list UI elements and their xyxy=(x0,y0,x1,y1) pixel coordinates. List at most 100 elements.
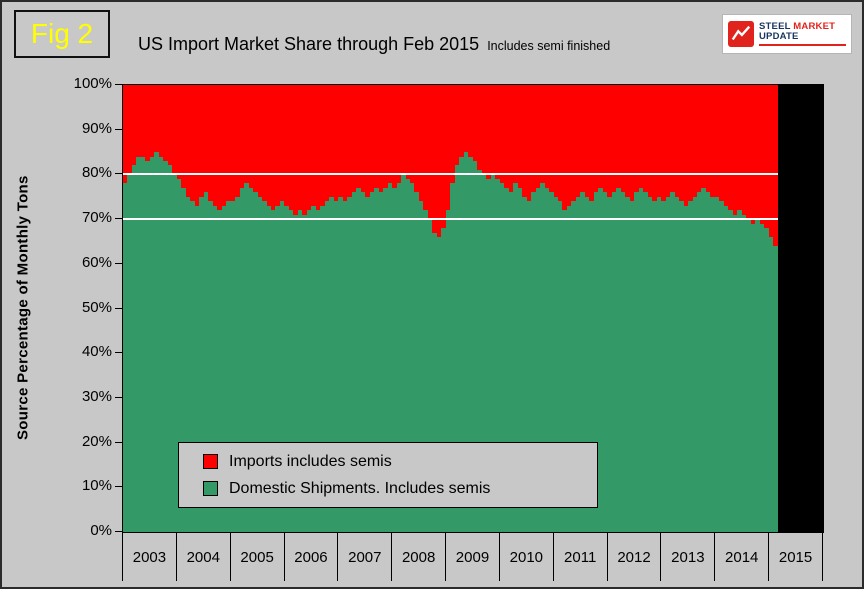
bar-month xyxy=(764,85,769,532)
y-tick-mark xyxy=(115,441,122,443)
imports-segment xyxy=(418,85,424,202)
domestic-segment xyxy=(324,201,330,532)
bar-month xyxy=(383,85,388,532)
domestic-segment xyxy=(378,192,384,532)
imports-segment xyxy=(405,85,410,179)
imports-segment xyxy=(553,85,558,197)
y-tick-mark xyxy=(115,307,122,309)
bar-month xyxy=(338,85,343,532)
domestic-segment xyxy=(356,187,361,532)
domestic-segment xyxy=(580,192,585,532)
bar-month xyxy=(531,85,536,532)
domestic-segment xyxy=(221,205,227,532)
domestic-segment xyxy=(759,223,765,532)
y-tick-label: 50% xyxy=(81,298,112,316)
domestic-segment xyxy=(692,196,697,532)
smu-logo-underline xyxy=(759,44,846,47)
domestic-segment xyxy=(149,156,155,532)
bar-month xyxy=(513,85,518,532)
imports-segment xyxy=(181,85,186,188)
imports-segment xyxy=(185,85,191,197)
imports-segment xyxy=(131,85,137,166)
bar-month xyxy=(661,85,666,532)
imports-segment xyxy=(275,85,280,206)
domestic-segment xyxy=(674,196,680,532)
domestic-segment xyxy=(338,196,343,532)
imports-segment xyxy=(566,85,572,206)
bar-month xyxy=(145,85,150,532)
imports-segment xyxy=(732,85,738,215)
domestic-segment xyxy=(123,183,128,532)
domestic-segment xyxy=(436,236,442,532)
figure-label: Fig 2 xyxy=(14,10,110,58)
bar-month xyxy=(526,85,532,532)
domestic-segment xyxy=(293,214,298,532)
y-axis-title: Source Percentage of Monthly Tons xyxy=(14,175,32,440)
bar-month xyxy=(356,85,361,532)
imports-segment xyxy=(136,85,141,157)
domestic-segment xyxy=(697,192,702,532)
bar-month xyxy=(665,85,671,532)
imports-segment xyxy=(665,85,671,197)
bar-month xyxy=(387,85,393,532)
domestic-segment xyxy=(199,196,204,532)
domestic-segment xyxy=(656,196,662,532)
imports-segment xyxy=(647,85,653,197)
bar-month xyxy=(571,85,576,532)
bar-month xyxy=(562,85,567,532)
imports-segment xyxy=(728,85,733,211)
domestic-segment xyxy=(679,201,684,532)
bar-month xyxy=(602,85,608,532)
bar-month xyxy=(566,85,572,532)
imports-segment xyxy=(768,85,774,237)
imports-segment xyxy=(441,85,446,229)
imports-segment xyxy=(320,85,325,206)
imports-segment xyxy=(526,85,532,202)
domestic-segment xyxy=(383,187,388,532)
bar-month xyxy=(647,85,653,532)
smu-logo-word-market: MARKET xyxy=(793,20,836,32)
bar-month xyxy=(279,85,285,532)
domestic-segment xyxy=(302,214,307,532)
imports-segment xyxy=(302,85,307,215)
bar-month xyxy=(719,85,724,532)
bar-month xyxy=(423,85,428,532)
bar-month xyxy=(652,85,657,532)
smu-logo-word-update: UPDATE xyxy=(759,31,799,42)
imports-segment xyxy=(584,85,590,197)
domestic-segment xyxy=(629,201,635,532)
domestic-segment xyxy=(405,178,410,532)
bar-month xyxy=(432,85,437,532)
bar-month xyxy=(235,85,240,532)
imports-segment xyxy=(643,85,648,193)
imports-segment xyxy=(674,85,680,197)
y-tick-label: 100% xyxy=(73,75,112,92)
legend-item-domestic: Domestic Shipments. Includes semis xyxy=(203,480,597,498)
bar-month xyxy=(750,85,756,532)
imports-segment xyxy=(490,85,496,175)
domestic-segment xyxy=(203,192,209,532)
x-year-label: 2005 xyxy=(229,533,284,581)
bar-month xyxy=(459,85,464,532)
bar-month xyxy=(674,85,680,532)
bar-month xyxy=(755,85,760,532)
bar-month xyxy=(351,85,357,532)
imports-segment xyxy=(714,85,720,197)
domestic-segment xyxy=(768,236,774,532)
bar-month xyxy=(714,85,720,532)
imports-segment xyxy=(360,85,366,193)
imports-segment xyxy=(176,85,182,179)
domestic-segment xyxy=(562,210,567,532)
imports-segment xyxy=(284,85,289,206)
domestic-segment xyxy=(140,156,146,532)
domestic-segment xyxy=(145,160,150,532)
imports-segment xyxy=(468,85,473,157)
domestic-segment xyxy=(244,183,249,532)
bar-month xyxy=(297,85,303,532)
imports-segment xyxy=(315,85,321,211)
domestic-segment xyxy=(136,156,141,532)
domestic-segment xyxy=(728,210,733,532)
bar-month xyxy=(320,85,325,532)
domestic-segment xyxy=(320,205,325,532)
domestic-segment xyxy=(239,187,245,532)
